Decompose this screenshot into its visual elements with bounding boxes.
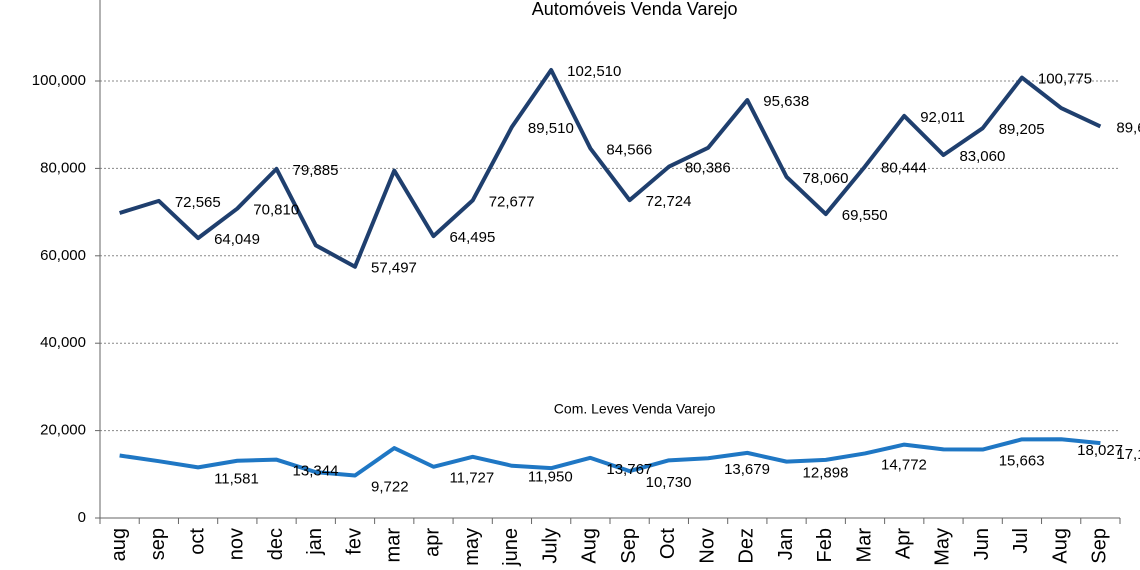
y-tick-label: 100,000 [32, 72, 86, 89]
data-label: 72,677 [489, 193, 535, 210]
x-tick-label: oct [186, 528, 208, 555]
data-label: 69,550 [842, 207, 888, 224]
x-tick-label: nov [226, 528, 248, 560]
data-label: 11,727 [449, 470, 494, 487]
data-label: 83,060 [959, 148, 1005, 165]
data-label: 11,950 [528, 469, 573, 486]
data-label: 14,772 [881, 456, 927, 473]
data-label: 102,510 [567, 63, 621, 80]
data-label: 80,444 [881, 159, 927, 176]
series-title: Automóveis Venda Varejo [532, 0, 738, 19]
data-label: 15,663 [999, 453, 1045, 470]
data-label: 79,885 [293, 162, 339, 179]
data-label: 11,581 [214, 470, 259, 487]
x-tick-label: Aug [579, 528, 601, 564]
data-label: 13,679 [724, 461, 770, 478]
x-tick-label: Nov [696, 528, 718, 564]
data-label: 89,510 [528, 120, 574, 137]
x-tick-label: june [500, 528, 522, 567]
y-tick-label: 20,000 [40, 422, 86, 439]
data-label: 17,145 [1116, 446, 1140, 463]
x-tick-label: Jun [971, 528, 993, 560]
x-tick-label: Apr [893, 528, 915, 559]
x-tick-label: jan [304, 528, 326, 556]
x-tick-label: July [539, 528, 561, 564]
x-tick-label: apr [422, 528, 444, 557]
x-tick-label: Feb [814, 528, 836, 562]
x-tick-label: Oct [657, 528, 679, 560]
data-label: 78,060 [803, 170, 849, 187]
x-tick-label: sep [147, 528, 169, 560]
x-tick-label: Jan [775, 528, 797, 560]
data-label: 13,344 [293, 463, 339, 480]
data-label: 12,898 [803, 465, 849, 482]
x-tick-label: Mar [853, 528, 875, 563]
data-label: 72,565 [175, 194, 221, 211]
data-label: 89,205 [999, 121, 1045, 138]
data-label: 72,724 [646, 193, 692, 210]
x-tick-label: aug [108, 528, 130, 561]
data-label: 64,049 [214, 231, 260, 248]
x-tick-label: Aug [1049, 528, 1071, 564]
x-tick-label: Sep [1089, 528, 1111, 564]
x-tick-label: Dez [736, 528, 758, 564]
y-tick-label: 40,000 [40, 334, 86, 351]
data-label: 89,605 [1116, 119, 1140, 136]
x-tick-label: May [932, 528, 954, 566]
data-label: 95,638 [763, 93, 809, 110]
data-label: 70,810 [253, 202, 299, 219]
data-label: 13,767 [606, 461, 652, 478]
data-label: 80,386 [685, 160, 731, 177]
data-label: 92,011 [920, 109, 965, 126]
y-tick-label: 0 [78, 509, 86, 526]
x-tick-label: may [461, 528, 483, 566]
x-tick-label: Jul [1010, 528, 1032, 554]
y-tick-label: 60,000 [40, 247, 86, 264]
x-tick-label: mar [383, 528, 405, 563]
x-tick-label: fev [343, 528, 365, 555]
data-label: 57,497 [371, 260, 417, 277]
y-tick-label: 80,000 [40, 159, 86, 176]
data-label: 84,566 [606, 141, 652, 158]
data-label: 18,027 [1077, 442, 1123, 459]
data-label: 9,722 [371, 478, 409, 495]
x-tick-label: dec [265, 528, 287, 560]
data-label: 10,730 [646, 474, 692, 491]
series-line [119, 68, 1102, 269]
series-line [119, 437, 1101, 478]
data-label: 100,775 [1038, 71, 1092, 88]
data-label: 64,495 [449, 229, 495, 246]
series-title: Com. Leves Venda Varejo [554, 401, 716, 417]
x-tick-label: Sep [618, 528, 640, 564]
